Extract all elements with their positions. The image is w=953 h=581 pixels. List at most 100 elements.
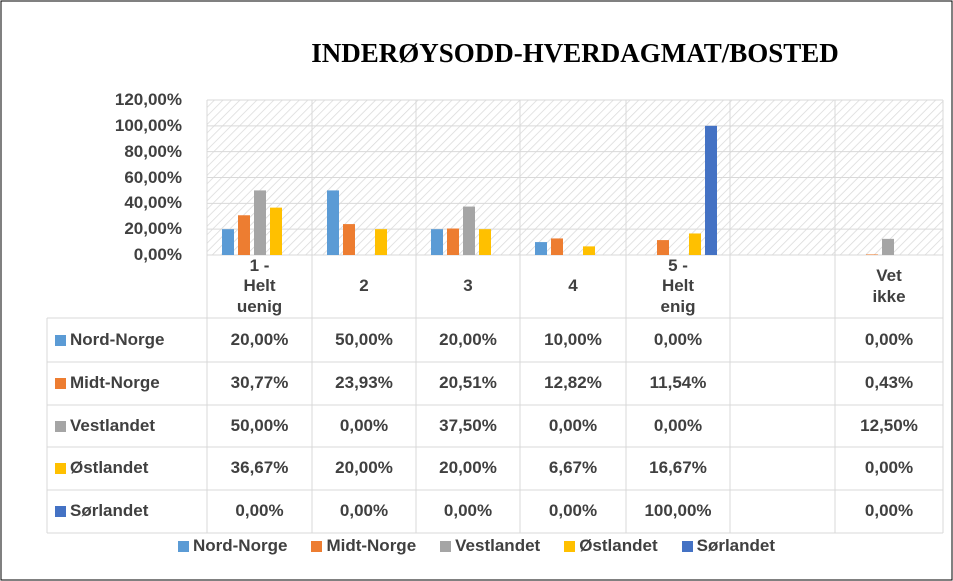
table-cell: 0,00% — [864, 329, 914, 349]
legend: Nord-Norge Midt-Norge Vestlandet Østlandet S… — [0, 536, 953, 556]
table-cell: 16,67% — [649, 458, 707, 478]
table-cell: 100,00% — [644, 501, 712, 521]
legend-label: Sørlandet — [696, 536, 776, 555]
y-tick-label: 120,00% — [114, 90, 182, 109]
table-cell: 0,00% — [339, 501, 389, 521]
bar — [689, 233, 701, 255]
y-tick-label: 80,00% — [124, 141, 182, 161]
bar — [254, 190, 266, 255]
legend-key — [55, 420, 66, 432]
legend-key — [681, 540, 693, 552]
table-row-header: Sørlandet — [47, 490, 207, 533]
x-tick-label: 2 — [359, 276, 369, 296]
table-cell: 0,00% — [548, 415, 598, 435]
bar — [535, 242, 547, 255]
table-cell — [730, 405, 835, 447]
table-cell: 30,77% — [230, 373, 289, 393]
table-cell: 0,00% — [864, 458, 914, 478]
table-cell: 10,00% — [544, 329, 602, 349]
table-cell: 0,43% — [864, 373, 914, 393]
x-tick-label: 5 - Helt enig — [660, 255, 696, 316]
bar — [882, 238, 894, 255]
legend-label: Nord-Norge — [192, 536, 288, 555]
table-cell — [730, 362, 835, 405]
legend-label: Midt-Norge — [326, 536, 417, 555]
table-cell: 20,00% — [439, 329, 497, 349]
chart-title: INDERØYSODD-HVERDAGMAT/BOSTED — [311, 38, 839, 68]
table-row-header: Vestlandet — [47, 405, 207, 447]
bar — [375, 229, 387, 255]
table-cell — [730, 490, 835, 533]
table-cell: 0,00% — [653, 329, 703, 349]
table-cell: 50,00% — [230, 415, 289, 435]
legend-key — [564, 540, 576, 552]
y-tick-label: 60,00% — [124, 167, 182, 187]
table-cell: 20,51% — [439, 373, 497, 393]
y-tick-label: 100,00% — [114, 115, 182, 135]
series-name: Nord-Norge — [70, 329, 165, 349]
y-tick-label: 20,00% — [124, 219, 182, 239]
series-name: Østlandet — [70, 458, 149, 478]
legend-key — [440, 540, 452, 552]
legend-key — [55, 334, 66, 346]
table-cell: 11,54% — [649, 373, 707, 393]
legend-key — [55, 506, 66, 517]
table-cell: 0,00% — [339, 415, 389, 435]
bar — [866, 254, 878, 255]
bar — [479, 229, 491, 255]
legend-label: Vestlandet — [455, 536, 541, 555]
legend-item: Nord-Norge — [177, 536, 288, 556]
table-row-header: Nord-Norge — [47, 318, 207, 362]
legend-item: Vestlandet — [440, 536, 540, 556]
bar — [238, 215, 250, 255]
bar — [551, 238, 563, 255]
table-cell: 23,93% — [335, 373, 393, 393]
table-cell: 20,00% — [230, 329, 289, 349]
table-cell: 20,00% — [439, 458, 497, 478]
table-cell: 0,00% — [548, 501, 598, 521]
series-name: Vestlandet — [70, 415, 156, 435]
x-tick-label: 3 — [463, 276, 473, 296]
table-cell: 36,67% — [230, 458, 289, 478]
bar — [583, 246, 595, 255]
table-cell — [730, 447, 835, 490]
legend-item: Sørlandet — [681, 536, 776, 556]
table-cell: 0,00% — [235, 501, 284, 521]
table-cell — [730, 318, 835, 362]
table-cell: 0,00% — [443, 501, 493, 521]
bar — [270, 207, 282, 255]
table-cell: 37,50% — [439, 415, 497, 435]
legend-key — [177, 540, 189, 552]
x-tick-label: Vet ikke — [872, 266, 906, 306]
bar — [431, 229, 443, 255]
table-cell: 50,00% — [335, 329, 393, 349]
legend-key — [55, 463, 66, 474]
table-cell: 20,00% — [335, 458, 393, 478]
x-tick-label: 1 - Helt uenig — [236, 255, 283, 316]
x-tick-label: 4 — [568, 276, 578, 296]
bar — [705, 125, 717, 255]
series-name: Sørlandet — [70, 501, 149, 521]
table-row-header: Midt-Norge — [47, 362, 207, 405]
series-name: Midt-Norge — [70, 373, 160, 393]
bar — [463, 206, 475, 255]
bar — [327, 190, 339, 255]
table-cell: 0,00% — [864, 501, 914, 521]
bar — [447, 228, 459, 255]
legend-item: Østlandet — [564, 536, 658, 556]
y-tick-label: 40,00% — [124, 193, 182, 213]
legend-item: Midt-Norge — [311, 536, 416, 556]
bar — [222, 229, 234, 255]
y-tick-label: 0,00% — [133, 245, 182, 264]
table-cell: 0,00% — [653, 415, 703, 435]
legend-key — [311, 540, 323, 552]
bar — [343, 224, 355, 255]
table-cell: 12,50% — [860, 415, 918, 435]
x-tick-label — [730, 255, 835, 318]
legend-key — [55, 378, 66, 389]
bar — [657, 240, 669, 255]
table-cell: 6,67% — [548, 458, 598, 478]
